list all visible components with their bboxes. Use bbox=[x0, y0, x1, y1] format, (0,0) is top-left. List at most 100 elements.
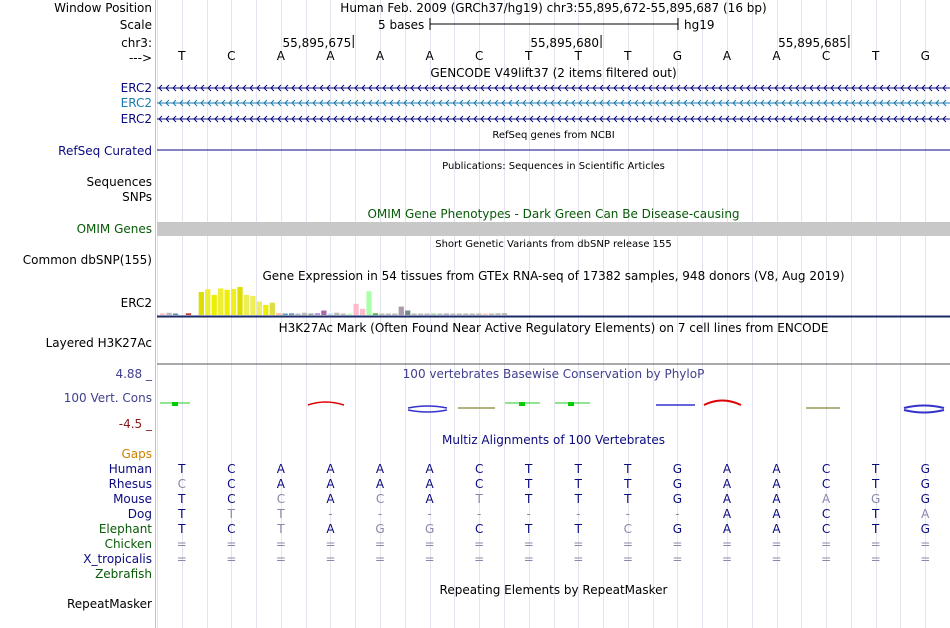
base-letter: G bbox=[920, 49, 930, 63]
multiz-gaps-label[interactable]: Gaps bbox=[121, 447, 152, 461]
gtex-tissue-bar bbox=[340, 313, 346, 315]
multiz-base: A bbox=[326, 462, 335, 476]
gtex-tissue-bar bbox=[398, 306, 404, 315]
omim-track-label[interactable]: OMIM Genes bbox=[76, 222, 152, 236]
publications-snps-label[interactable]: SNPs bbox=[122, 190, 152, 204]
multiz-base: T bbox=[624, 462, 632, 476]
gtex-tissue-bar bbox=[314, 313, 321, 315]
gtex-tissue-bar bbox=[218, 288, 224, 315]
gridline bbox=[553, 0, 555, 628]
gtex-tissue-bar bbox=[289, 313, 295, 315]
multiz-base: - bbox=[328, 507, 333, 521]
publications-sequences-label[interactable]: Sequences bbox=[86, 175, 152, 189]
repeatmasker-track-label[interactable]: RepeatMasker bbox=[66, 597, 152, 611]
refseq-track-title: RefSeq genes from NCBI bbox=[492, 130, 615, 141]
window-position-value: Human Feb. 2009 (GRCh37/hg19) chr3:55,89… bbox=[340, 1, 767, 15]
omim-phenotype-band bbox=[157, 222, 950, 236]
gtex-tissue-bar bbox=[334, 312, 340, 315]
multiz-base: C bbox=[821, 477, 831, 491]
multiz-base: C bbox=[474, 522, 484, 536]
gridline bbox=[652, 0, 654, 628]
base-letter: C bbox=[227, 49, 236, 63]
multiz-base: A bbox=[722, 507, 732, 521]
base-letter: C bbox=[474, 49, 484, 63]
refseq-track-label[interactable]: RefSeq Curated bbox=[58, 144, 152, 158]
multiz-species-label[interactable]: Dog bbox=[127, 507, 152, 521]
gtex-tissue-bar bbox=[237, 287, 243, 315]
multiz-base: T bbox=[574, 522, 582, 536]
multiz-base: = bbox=[672, 537, 683, 551]
multiz-base: - bbox=[675, 507, 680, 521]
gencode-item-label[interactable]: ERC2 bbox=[120, 96, 152, 110]
phylop-track-label[interactable]: 100 Vert. Cons bbox=[63, 391, 152, 405]
phylop-mark bbox=[568, 402, 574, 406]
multiz-base: A bbox=[772, 477, 781, 491]
ruler-tick-label: 55,895,680 bbox=[530, 36, 600, 50]
base-letter: A bbox=[276, 49, 286, 63]
multiz-species-label[interactable]: Rhesus bbox=[108, 477, 152, 491]
multiz-base: = bbox=[573, 537, 584, 551]
gtex-tissue-bar bbox=[160, 313, 166, 315]
gencode-strand-chevrons bbox=[158, 99, 947, 107]
multiz-species-label[interactable]: Elephant bbox=[98, 522, 152, 536]
multiz-base: T bbox=[871, 522, 880, 536]
gencode-item-label[interactable]: ERC2 bbox=[120, 81, 152, 95]
multiz-base: G bbox=[672, 522, 683, 536]
gridline bbox=[925, 0, 927, 628]
dbsnp-track-label[interactable]: Common dbSNP(155) bbox=[22, 253, 152, 267]
gtex-track-title: Gene Expression in 54 tissues from GTEx … bbox=[262, 269, 845, 283]
gtex-tissue-bar bbox=[347, 313, 353, 315]
multiz-base: T bbox=[277, 522, 285, 536]
multiz-base: T bbox=[525, 522, 533, 536]
multiz-base: = bbox=[771, 552, 782, 566]
multiz-species-label[interactable]: Chicken bbox=[104, 537, 152, 551]
multiz-base: A bbox=[326, 522, 335, 536]
multiz-base: C bbox=[177, 477, 186, 491]
multiz-base: A bbox=[772, 522, 781, 536]
multiz-base: A bbox=[722, 477, 732, 491]
multiz-species-row: = = = = = = = = = = = = = = = = bbox=[157, 552, 950, 566]
phylop-mark bbox=[703, 399, 742, 406]
gtex-tissue-bar bbox=[185, 313, 192, 315]
gencode-item-label[interactable]: ERC2 bbox=[120, 112, 152, 126]
gtex-track-label[interactable]: ERC2 bbox=[120, 296, 152, 310]
repeatmasker-track-title: Repeating Elements by RepeatMasker bbox=[439, 583, 668, 597]
gtex-tissue-bar bbox=[256, 301, 262, 315]
multiz-base: T bbox=[525, 477, 533, 491]
multiz-base: T bbox=[574, 492, 582, 506]
multiz-base: = bbox=[721, 537, 732, 551]
gtex-tissue-bar bbox=[372, 313, 379, 315]
multiz-base: = bbox=[275, 537, 286, 551]
multiz-base: = bbox=[821, 537, 832, 551]
multiz-base: T bbox=[574, 462, 582, 476]
h3k27ac-track-label[interactable]: Layered H3K27Ac bbox=[45, 336, 152, 350]
multiz-base: T bbox=[178, 492, 186, 506]
gtex-tissue-bar bbox=[308, 313, 314, 315]
multiz-base: = bbox=[573, 552, 584, 566]
base-letter: A bbox=[722, 49, 732, 63]
multiz-base: A bbox=[921, 507, 930, 521]
multiz-base: A bbox=[821, 492, 831, 506]
multiz-species-label[interactable]: Zebrafish bbox=[95, 567, 152, 581]
gtex-tissue-bar bbox=[456, 313, 462, 315]
gridline bbox=[702, 0, 704, 628]
multiz-base: A bbox=[722, 462, 732, 476]
multiz-species-label[interactable]: X_tropicalis bbox=[83, 552, 152, 566]
ruler-tick-label: 55,895,675 bbox=[282, 36, 352, 50]
multiz-base: A bbox=[722, 522, 732, 536]
chr-label: chr3: bbox=[121, 36, 152, 50]
multiz-base: C bbox=[821, 507, 831, 521]
multiz-species-label[interactable]: Human bbox=[108, 462, 152, 476]
multiz-base: - bbox=[576, 507, 581, 521]
multiz-base: = bbox=[771, 537, 782, 551]
multiz-base: = bbox=[920, 552, 931, 566]
multiz-base: T bbox=[525, 462, 533, 476]
multiz-species-label[interactable]: Mouse bbox=[113, 492, 152, 506]
strand-arrow-label: ---> bbox=[128, 51, 152, 65]
gtex-tissue-bar bbox=[295, 313, 301, 315]
